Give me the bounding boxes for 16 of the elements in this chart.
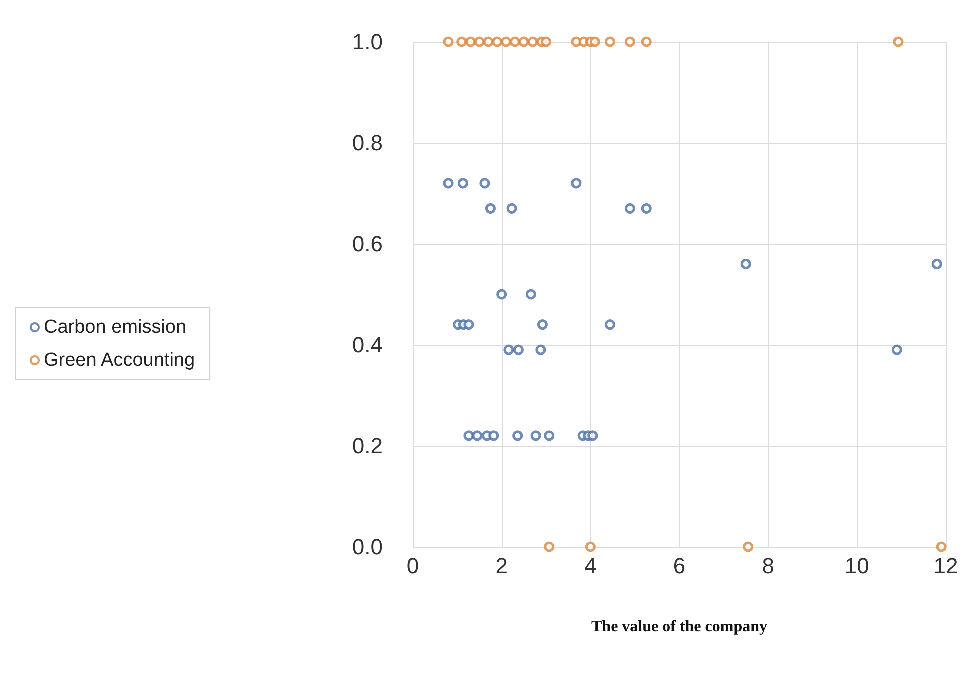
x-tick-label: 12 [934, 554, 958, 578]
x-tick-label: 0 [406, 554, 420, 578]
x-axis-title: The value of the company [592, 618, 768, 636]
legend-label: Carbon emission [44, 317, 187, 338]
y-tick-label: 0.6 [352, 232, 383, 256]
x-tick-label: 8 [762, 554, 774, 578]
x-tick-label: 4 [584, 554, 597, 578]
y-tick-label: 0.4 [352, 332, 383, 358]
y-tick-label: 0.0 [352, 534, 383, 560]
y-tick-label: 0.2 [352, 434, 383, 458]
y-tick-label: 0.8 [352, 130, 383, 156]
x-tick-label: 10 [844, 554, 870, 578]
x-tick-label: 6 [673, 554, 686, 578]
x-tick-label: 2 [496, 554, 508, 578]
y-tick-label: 1.0 [352, 30, 383, 54]
legend-label: Green Accounting [44, 350, 196, 371]
